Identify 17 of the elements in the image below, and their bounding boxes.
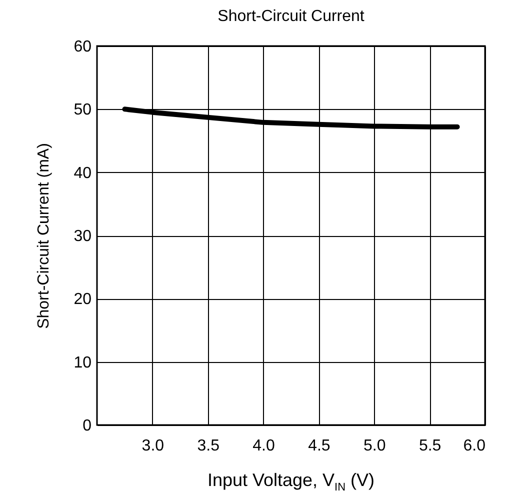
x-tick-label: 3.5 (197, 438, 220, 454)
x-tick-label: 4.0 (252, 438, 276, 454)
x-tick-label: 5.5 (418, 438, 442, 454)
chart-title: Short-Circuit Current (218, 8, 365, 25)
x-tick-label: 6.0 (463, 438, 486, 454)
y-tick-label: 50 (74, 102, 92, 119)
y-tick-label: 60 (74, 38, 92, 56)
y-tick-label: 30 (74, 228, 92, 245)
x-tick-label: 3.0 (142, 438, 164, 454)
x-axis-title: Input Voltage, V$_{IN}$ (V) (206, 470, 376, 494)
y-axis-title: Short-Circuit Current (mA) (36, 143, 53, 329)
y-tick-label: 0 (82, 418, 92, 434)
y-tick-label: 20 (74, 291, 92, 308)
y-tick-label: 10 (74, 354, 92, 372)
x-tick-label: 5.0 (364, 438, 386, 454)
x-tick-label: 4.5 (308, 438, 330, 454)
y-tick-label: 40 (74, 164, 92, 182)
